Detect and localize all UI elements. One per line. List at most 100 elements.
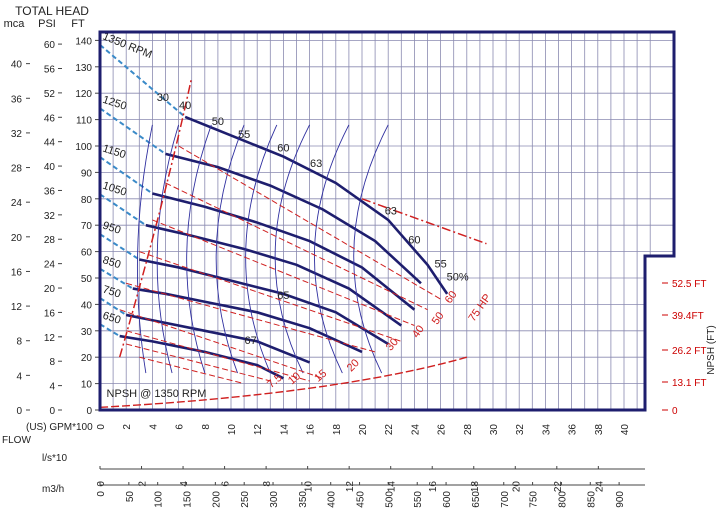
speed-curve-label: 1150: [101, 143, 127, 162]
gpm-tick-label: 28: [463, 424, 474, 436]
m3h-tick-label: 300: [269, 491, 280, 508]
min-flow-limit-line: [118, 77, 193, 358]
m3h-tick-label: 550: [413, 491, 424, 508]
ls-tick-label: 6: [221, 481, 232, 487]
npsh-tick-label: 52.5 FT: [672, 279, 706, 290]
speed-curve-label: 850: [101, 254, 122, 271]
m3h-tick-label: 600: [442, 491, 453, 508]
psi-tick-label: 16: [44, 308, 56, 319]
horsepower-label: 10: [286, 370, 303, 387]
mca-tick-label: 0: [16, 406, 22, 417]
gpm-tick-label: 0: [96, 424, 107, 430]
horsepower-line: [139, 356, 245, 385]
efficiency-curve: [353, 124, 389, 374]
m3h-tick-label: 700: [500, 491, 511, 508]
mca-tick-label: 32: [11, 129, 23, 140]
ft-tick-label: 0: [86, 406, 92, 417]
efficiency-label: 60: [408, 235, 420, 247]
gpm-axis-label: (US) GPM*100: [26, 422, 93, 433]
gpm-tick-label: 26: [437, 424, 448, 436]
ls-tick-label: 16: [428, 481, 439, 493]
speed-curve-line: [125, 313, 311, 364]
ls-tick-label: 0: [96, 481, 107, 487]
chart-title: TOTAL HEAD: [15, 4, 89, 18]
efficiency-label: 65: [277, 290, 289, 302]
speed-curve-label: 1050: [101, 180, 128, 199]
horsepower-line: [126, 330, 310, 382]
speed-curve-line: [132, 287, 363, 354]
speed-curve-line: [165, 152, 422, 285]
horsepower-line: [126, 343, 271, 382]
efficiency-curve: [274, 124, 310, 374]
ft-tick-label: 60: [81, 248, 93, 259]
ls-axis-label: l/s*10: [42, 453, 67, 464]
ls-tick-label: 14: [387, 481, 398, 493]
efficiency-curve: [156, 124, 180, 374]
m3h-tick-label: 750: [529, 491, 540, 508]
ls-tick-label: 20: [511, 481, 522, 493]
gpm-tick-label: 18: [332, 424, 343, 436]
ft-tick-label: 20: [81, 353, 93, 364]
mca-tick-label: 28: [11, 164, 23, 175]
speed-curve-label: 750: [101, 284, 122, 301]
efficiency-label: 30: [157, 92, 169, 104]
m3h-tick-label: 350: [298, 491, 309, 508]
ft-tick-label: 120: [75, 89, 92, 100]
m3h-tick-label: 250: [240, 491, 251, 508]
psi-tick-label: 56: [44, 64, 56, 75]
efficiency-label: 40: [179, 100, 191, 112]
speed-curve-line: [184, 115, 449, 295]
flow-label: FLOW: [2, 435, 31, 446]
gpm-tick-label: 16: [306, 424, 317, 436]
speed-curve-label: 1250: [101, 94, 128, 113]
ls-tick-label: 22: [553, 481, 564, 493]
npsh-tick-label: 39.4FT: [672, 311, 704, 322]
chart-curves: [99, 44, 487, 409]
speed-curve-label: 1350 RPM: [101, 31, 154, 62]
mca-tick-label: 24: [11, 198, 23, 209]
ft-tick-label: 110: [76, 116, 92, 127]
gpm-tick-label: 6: [175, 424, 186, 430]
horsepower-label: 15: [312, 367, 329, 384]
speed-curve-extension: [99, 193, 147, 227]
efficiency-curve: [136, 124, 153, 374]
max-flow-limit-line: [361, 198, 487, 245]
speed-curve-line: [152, 192, 416, 311]
gpm-tick-label: 20: [358, 424, 369, 436]
efficiency-label: 50: [212, 116, 224, 128]
psi-tick-label: 36: [44, 186, 56, 197]
npsh-tick-label: 0: [672, 406, 678, 417]
horsepower-label: 60: [443, 289, 460, 306]
mca-tick-label: 40: [11, 60, 23, 71]
ft-tick-label: 50: [81, 274, 93, 285]
mca-tick-label: 16: [11, 267, 23, 278]
m3h-tick-label: 450: [356, 491, 367, 508]
gpm-tick-label: 38: [594, 424, 605, 436]
efficiency-curve: [215, 124, 245, 374]
m3h-tick-label: 150: [183, 491, 194, 508]
psi-tick-label: 28: [44, 235, 56, 246]
horsepower-line: [139, 251, 402, 342]
ft-tick-label: 10: [81, 380, 93, 391]
efficiency-label: 67: [245, 335, 257, 347]
speed-curve-extension: [99, 44, 186, 118]
speed-curve-extension: [99, 107, 167, 155]
ls-tick-label: 12: [345, 481, 356, 493]
horsepower-line: [126, 282, 376, 353]
ft-tick-label: 90: [81, 168, 93, 179]
gpm-tick-label: 10: [227, 424, 238, 436]
axis-unit-ft: FT: [71, 18, 85, 30]
m3h-axis-label: m3/h: [42, 484, 64, 495]
gpm-tick-label: 2: [122, 424, 133, 430]
npsh-axis-label: NPSH (FT): [706, 325, 717, 374]
psi-tick-label: 60: [44, 40, 56, 51]
gpm-tick-label: 8: [201, 424, 212, 430]
m3h-tick-label: 200: [211, 491, 222, 508]
gpm-tick-label: 12: [253, 424, 264, 436]
efficiency-label: 63: [310, 158, 322, 170]
speed-curve-line: [145, 223, 403, 327]
horsepower-label: 20: [345, 357, 362, 374]
psi-tick-label: 32: [44, 211, 56, 222]
